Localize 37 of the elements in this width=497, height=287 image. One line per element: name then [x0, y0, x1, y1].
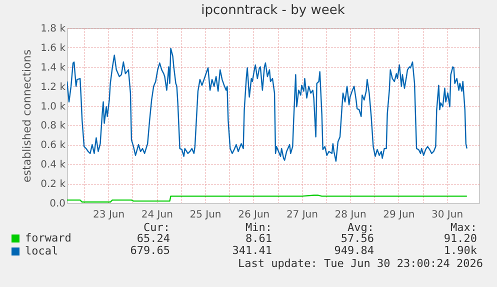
- x-tick-label: 29 Jun: [383, 210, 415, 220]
- text: 91.20: [444, 232, 477, 245]
- x-tick-label: 25 Jun: [190, 210, 222, 220]
- x-tick-label: 27 Jun: [286, 210, 318, 220]
- text: 341.41: [232, 244, 272, 257]
- y-tick-label: 0.6 k: [40, 140, 66, 152]
- text: 65.24: [136, 232, 170, 245]
- legend-label: local: [25, 244, 58, 258]
- y-tick-label: 1.8 k: [40, 24, 66, 34]
- y-tick-label: 1.4 k: [40, 62, 66, 74]
- chart-title: ipconntrack - by week: [201, 3, 346, 18]
- y-tick-label: 0.8 k: [40, 120, 66, 132]
- x-tick-label: 28 Jun: [334, 210, 366, 220]
- text: Avg:: [348, 221, 374, 234]
- text: 57.56: [340, 232, 374, 245]
- text: 8.61: [246, 232, 272, 245]
- legend-label: forward: [25, 232, 72, 244]
- text: 949.84: [334, 244, 374, 257]
- text: Cur:: [144, 221, 170, 234]
- y-tick-label: 0.0: [50, 198, 66, 210]
- text: 1.90k: [444, 244, 478, 257]
- text: Min:: [246, 221, 272, 234]
- line-series: [67, 194, 468, 203]
- y-tick-label: 1.0 k: [40, 101, 66, 112]
- x-tick-label: 26 Jun: [238, 210, 270, 220]
- x-tick-label: 24 Jun: [141, 210, 173, 220]
- text: Max:: [450, 221, 477, 234]
- x-tick-label: 23 Jun: [93, 210, 125, 220]
- y-tick-label: 1.2 k: [40, 82, 66, 93]
- x-tick-label: 30 Jun: [432, 210, 464, 220]
- y-tick-label: 1.6 k: [40, 42, 66, 54]
- text: 679.65: [130, 244, 170, 257]
- y-tick-label: 0.4 k: [40, 160, 66, 171]
- y-tick-label: 0.2 k: [40, 179, 66, 190]
- text: Last update: Tue Jun 30 23:00:24 2026: [238, 257, 483, 270]
- line-series: [67, 48, 468, 162]
- y-axis-title: established connections: [20, 49, 34, 182]
